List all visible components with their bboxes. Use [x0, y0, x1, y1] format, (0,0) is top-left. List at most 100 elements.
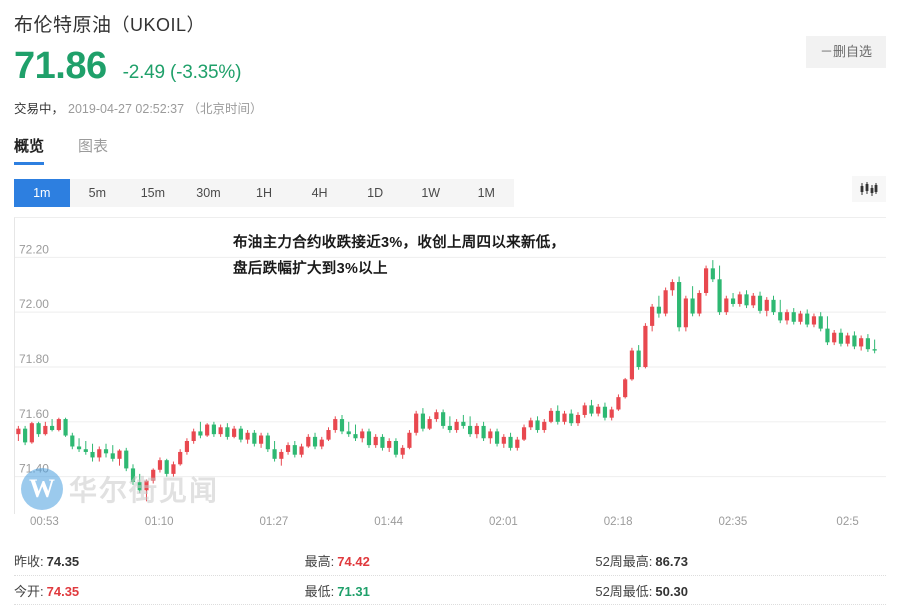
section-tabs: 概览 图表 [0, 135, 900, 165]
chart-annotation: 布油主力合约收跌接近3%，收创上周四以来新低， 盘后跌幅扩大到3%以上 [233, 235, 566, 277]
quote-timestamp: 2019-04-27 02:52:37 （北京时间） [68, 102, 263, 116]
candle [225, 423, 230, 440]
candle [414, 410, 419, 436]
candle [326, 427, 331, 441]
candle [764, 297, 769, 317]
x-axis-tick: 00:53 [29, 516, 59, 528]
timeframe-4H[interactable]: 4H [311, 186, 328, 200]
stat-value: 86.73 [655, 554, 688, 569]
y-axis-tick: 72.00 [19, 297, 49, 311]
candle [697, 290, 702, 317]
candle [360, 428, 365, 443]
candle [528, 417, 533, 431]
timeframe-5m[interactable]: 5m [88, 186, 107, 200]
candle [798, 310, 803, 325]
x-axis-tick: 01:10 [144, 516, 174, 528]
candle [279, 449, 284, 466]
candle [845, 332, 850, 347]
stats-bottom-divider [14, 604, 886, 605]
stat-item: 52周最高: 86.73 [595, 551, 886, 570]
candle [285, 442, 291, 455]
remove-watchlist-button[interactable]: －删自选 [806, 36, 886, 68]
candle [447, 416, 452, 433]
candle [441, 409, 446, 429]
candle [724, 295, 729, 315]
candle [650, 303, 655, 332]
candle [623, 377, 628, 399]
candle [373, 434, 378, 448]
stat-label: 最低: [304, 583, 335, 599]
candle [380, 434, 385, 451]
x-axis-tick: 02:18 [603, 516, 633, 528]
candle [744, 290, 749, 309]
stat-label: 最高: [304, 554, 335, 569]
stats-row: 昨收: 74.35 最高: 74.42 52周最高: 86.73 [14, 546, 886, 575]
timeframe-bar: 1m 5m 15m 30m 1H 4H 1D 1W 1M [14, 179, 514, 207]
x-axis-tick: 01:44 [374, 516, 404, 528]
x-axis-tick: 02:5 [836, 516, 859, 528]
candle [643, 323, 648, 369]
candle [710, 260, 715, 283]
candle [670, 279, 675, 296]
quote-header: 布伦特原油（UKOIL） 71.86 -2.49 (-3.35%) 交易中， 20… [0, 0, 900, 117]
stats-row: 今开: 74.35 最低: 71.31 52周最低: 50.30 [14, 575, 886, 604]
candle [596, 403, 601, 417]
timeframe-30m[interactable]: 30m [196, 186, 221, 200]
candle [703, 265, 709, 296]
candle [521, 424, 527, 441]
candle [751, 292, 756, 309]
candle [16, 425, 21, 441]
candle [218, 424, 223, 437]
timeframe-1M[interactable]: 1M [477, 186, 495, 200]
candle [609, 406, 614, 421]
candle [124, 447, 129, 472]
candle [56, 417, 61, 432]
candle [178, 449, 183, 466]
candle [542, 419, 547, 433]
candle [312, 432, 318, 450]
x-axis-tick: 02:35 [718, 516, 748, 528]
candle [164, 458, 169, 477]
candle [393, 438, 399, 458]
instrument-code: （UKOIL） [111, 15, 206, 35]
stat-label: 今开: [14, 583, 44, 599]
candle [43, 421, 48, 436]
candle [859, 335, 864, 351]
timeframe-1H[interactable]: 1H [256, 186, 273, 200]
candle [90, 443, 95, 462]
tab-chart[interactable]: 图表 [78, 138, 109, 155]
x-axis-tick: 01:27 [259, 516, 289, 528]
candle [555, 405, 560, 425]
y-axis-tick: 71.80 [19, 352, 49, 366]
price-chart[interactable]: 72.20 72.00 71.80 71.60 71.40 布油主力合约收跌接近3%，收… [14, 217, 886, 514]
chart-type-button[interactable] [852, 176, 886, 202]
candle [872, 339, 877, 354]
candle [677, 276, 682, 332]
candle [353, 424, 358, 441]
tab-overview[interactable]: 概览 [14, 135, 45, 165]
candle [211, 421, 216, 437]
y-axis-tick: 71.60 [19, 407, 49, 421]
candle [683, 295, 688, 332]
timeframe-15m[interactable]: 15m [140, 186, 166, 200]
timeframe-1D[interactable]: 1D [367, 186, 384, 200]
timeframe-1m[interactable]: 1m [14, 179, 70, 207]
candle [366, 428, 372, 448]
timeframe-1W[interactable]: 1W [421, 186, 441, 200]
stat-value: 71.31 [337, 583, 370, 599]
candle [184, 438, 190, 455]
candle [319, 436, 324, 450]
candle [63, 417, 68, 437]
candle [144, 479, 149, 502]
candle [852, 331, 857, 350]
candle [36, 421, 41, 437]
candle [494, 428, 500, 447]
candle [407, 430, 412, 450]
candle [616, 394, 621, 411]
candlestick-chart-svg: 72.20 72.00 71.80 71.60 71.40 [15, 242, 886, 502]
candle [76, 438, 82, 452]
candle [468, 416, 473, 437]
candle [515, 436, 520, 451]
candlestick-icon [860, 182, 878, 196]
stat-value: 50.30 [655, 583, 688, 599]
